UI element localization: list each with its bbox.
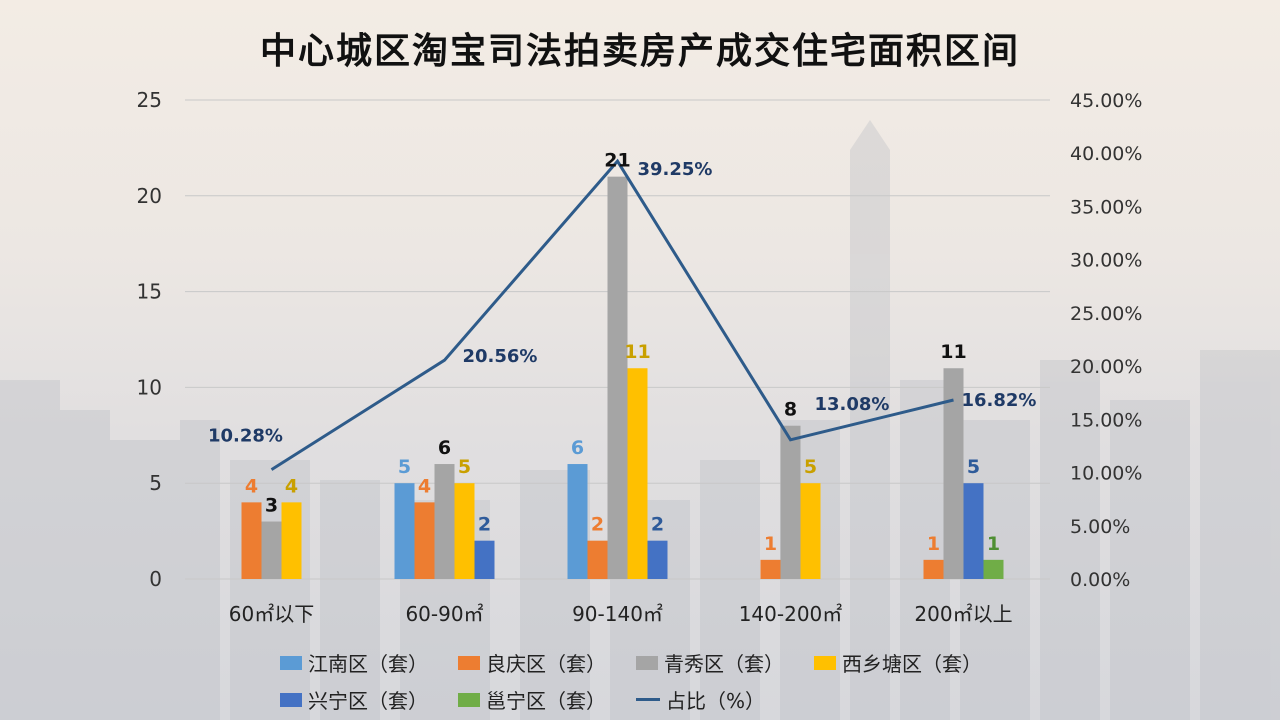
legend-item: 邕宁区（套） [458,685,636,714]
y-right-tick-label: 10.00% [1070,463,1142,485]
x-tick-label: 60-90㎡ [405,602,483,626]
y-left-tick-label: 0 [149,567,162,591]
bar [241,502,262,579]
bar [923,559,944,579]
bar-data-label: 8 [784,399,797,421]
bar [943,368,964,579]
line-data-label: 10.28% [208,426,283,447]
bar [434,464,455,579]
chart-legend: 江南区（套） 良庆区（套） 青秀区（套） 西乡塘区（套） 兴宁区（套） 邕宁区（套） 占比（… [280,648,1040,714]
bar-data-label: 6 [438,437,451,459]
y-left-tick-label: 25 [137,88,162,112]
y-left-tick-label: 5 [149,471,162,495]
bar-data-label: 1 [987,533,1000,555]
legend-label: 良庆区（套） [486,652,606,676]
legend-label: 西乡塘区（套） [842,652,982,676]
legend-item: 良庆区（套） [458,648,636,677]
bar [454,483,475,579]
bar-data-label: 2 [591,514,604,536]
chart-title: 中心城区淘宝司法拍卖房产成交住宅面积区间 [259,31,1020,72]
bar-data-label: 11 [624,341,650,363]
legend-swatch [280,692,302,707]
bar-data-label: 2 [478,514,491,536]
bar-data-label: 2 [651,514,664,536]
legend-label: 兴宁区（套） [308,689,428,713]
bar-data-label: 1 [927,533,940,555]
legend-item: 江南区（套） [280,648,458,677]
bar [800,483,821,579]
x-tick-label: 90-140㎡ [572,602,663,626]
legend-swatch [814,655,836,670]
bar [414,502,435,579]
bar [607,176,628,579]
y-right-tick-label: 15.00% [1070,409,1142,431]
bar-data-label: 4 [285,475,298,497]
bar-data-label: 5 [804,456,817,478]
y-right-tick-label: 45.00% [1070,90,1142,112]
y-left-tick-label: 10 [137,375,162,399]
bar-data-label: 5 [398,456,411,478]
legend-swatch [636,655,658,670]
x-tick-label: 140-200㎡ [739,602,843,626]
legend-item: 兴宁区（套） [280,685,458,714]
line-data-label: 13.08% [815,394,890,415]
legend-item: 西乡塘区（套） [814,648,1014,677]
bar [627,368,648,579]
y-left-tick-label: 20 [137,184,162,208]
y-right-tick-label: 30.00% [1070,250,1142,272]
bar [587,540,608,579]
bar [567,464,588,579]
bar [780,425,801,579]
legend-swatch [458,692,480,707]
legend-label: 江南区（套） [308,652,428,676]
y-right-tick-label: 0.00% [1070,569,1130,591]
legend-swatch [458,655,480,670]
legend-label: 邕宁区（套） [486,689,606,713]
bar-data-label: 5 [458,456,471,478]
legend-swatch [280,655,302,670]
ratio-line [270,158,954,471]
x-tick-label: 200㎡以上 [914,602,1012,626]
legend-label: 占比（%） [666,689,766,713]
line-data-label: 20.56% [463,346,538,367]
bar-data-label: 4 [418,475,431,497]
bar-data-label: 1 [764,533,777,555]
bar-data-label: 3 [265,495,278,517]
y-right-tick-label: 35.00% [1070,196,1142,218]
bar [394,483,415,579]
bar [474,540,495,579]
bar [983,559,1004,579]
legend-item: 占比（%） [636,685,814,714]
legend-line-swatch [636,698,660,701]
bar-data-label: 11 [940,341,966,363]
bar-data-label: 4 [245,475,258,497]
line-data-label: 39.25% [638,159,713,180]
legend-item: 青秀区（套） [636,648,814,677]
line-data-label: 16.82% [962,390,1037,411]
y-right-tick-label: 25.00% [1070,303,1142,325]
y-right-tick-label: 40.00% [1070,143,1142,165]
y-left-tick-label: 15 [137,280,162,304]
bar [647,540,668,579]
x-tick-label: 60㎡以下 [229,602,314,626]
bar [760,559,781,579]
bar [281,502,302,579]
bar-data-label: 5 [967,456,980,478]
bar [261,521,282,579]
y-right-tick-label: 20.00% [1070,356,1142,378]
bar-data-label: 6 [571,437,584,459]
bar [963,483,984,579]
legend-label: 青秀区（套） [664,652,784,676]
y-right-tick-label: 5.00% [1070,516,1130,538]
bar-data-label: 21 [604,150,630,172]
